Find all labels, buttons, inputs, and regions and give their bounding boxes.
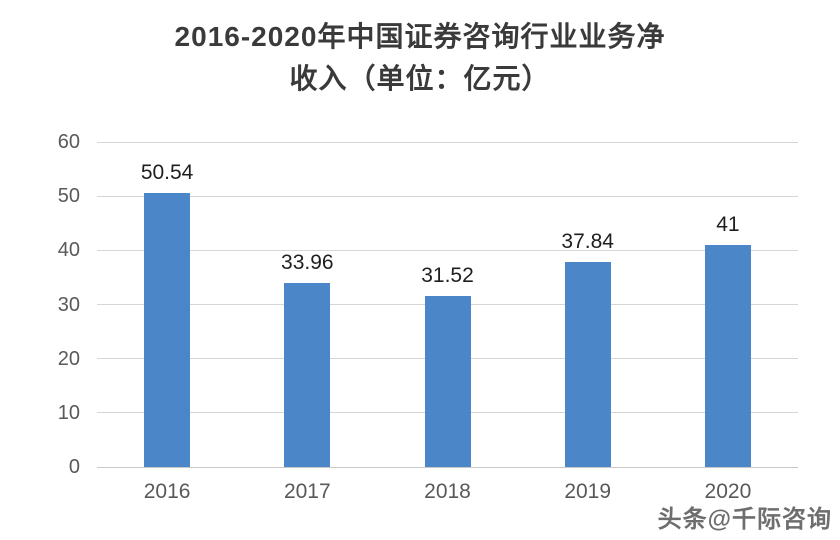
gridline-y50 [97, 195, 798, 197]
x-axis-label-2018: 2018 [424, 480, 471, 503]
chart-title-line1: 2016-2020年中国证券咨询行业业务净 [174, 21, 666, 52]
x-axis-label-2017: 2017 [283, 480, 331, 503]
chart-title: 2016-2020年中国证券咨询行业业务净 收入（单位：亿元） [60, 16, 780, 100]
gridline-y60 [97, 141, 798, 143]
value-label-2017: 33.96 [281, 251, 334, 275]
y-axis-tick-30: 30 [57, 293, 80, 316]
y-axis-tick-20: 20 [57, 347, 80, 370]
x-axis-label-2016: 2016 [143, 480, 191, 503]
bar-2020 [704, 244, 751, 467]
value-label-2016: 50.54 [140, 161, 194, 185]
gridline-y40 [97, 249, 798, 251]
y-axis-tick-60: 60 [57, 131, 80, 153]
bar-2019 [564, 262, 611, 467]
y-axis-tick-50: 50 [57, 185, 80, 208]
chart-title-line2: 收入（单位：亿元） [289, 63, 551, 94]
y-axis-tick-10: 10 [57, 401, 80, 424]
watermark-text: 头条@千际咨询 [657, 506, 832, 533]
y-axis-tick-0: 0 [68, 456, 80, 478]
value-label-2019: 37.84 [561, 230, 614, 254]
gridline-y0 [97, 466, 798, 468]
y-axis-tick-40: 40 [57, 239, 80, 262]
value-label-2020: 41 [716, 212, 740, 236]
bar-2016 [144, 193, 191, 467]
value-label-2018: 31.52 [421, 264, 474, 288]
bar-2018 [424, 296, 471, 467]
x-axis-label-2019: 2019 [564, 480, 612, 503]
bar-2017 [284, 283, 331, 467]
x-axis-label-2020: 2020 [704, 480, 752, 503]
plot-area: 50.54 33.96 31.52 37.84 41 [97, 141, 798, 468]
